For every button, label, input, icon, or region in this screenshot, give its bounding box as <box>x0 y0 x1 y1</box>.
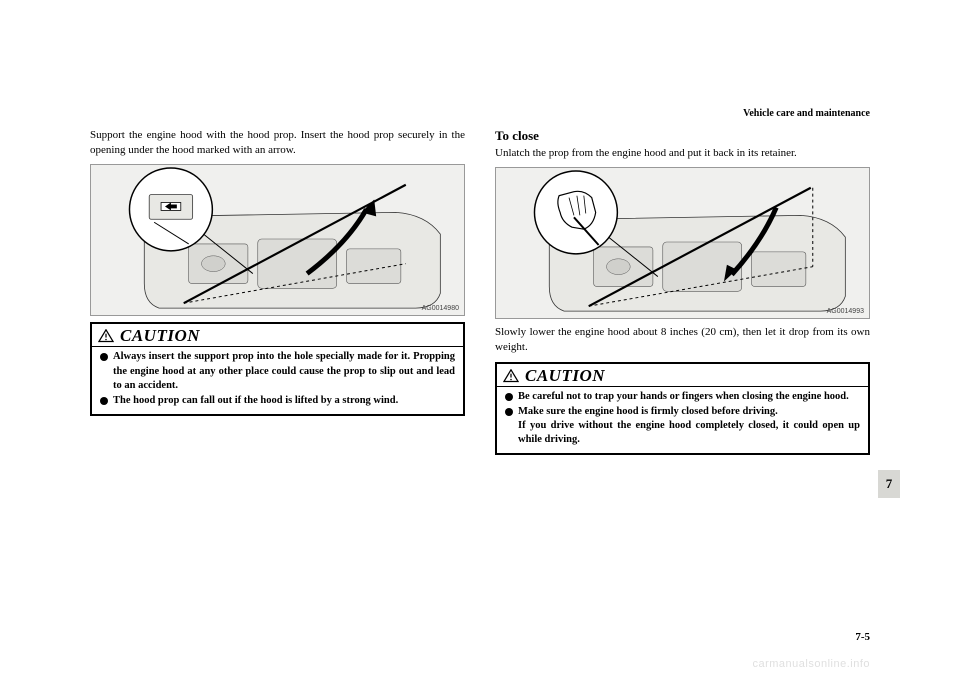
caution-text: The hood prop can fall out if the hood i… <box>113 394 398 408</box>
left-column: Support the engine hood with the hood pr… <box>90 128 465 461</box>
section-header: Vehicle care and maintenance <box>743 108 870 119</box>
caution-item: The hood prop can fall out if the hood i… <box>100 394 455 408</box>
left-intro: Support the engine hood with the hood pr… <box>90 128 465 158</box>
content-columns: Support the engine hood with the hood pr… <box>90 128 870 461</box>
caution-body-right: Be careful not to trap your hands or fin… <box>497 387 868 454</box>
caution-text: Make sure the engine hood is firmly clos… <box>518 405 860 448</box>
caution-item: Always insert the support prop into the … <box>100 350 455 393</box>
bullet-icon <box>505 408 513 416</box>
bullet-icon <box>505 393 513 401</box>
right-mid-text: Slowly lower the engine hood about 8 inc… <box>495 325 870 355</box>
caution-body-left: Always insert the support prop into the … <box>92 347 463 414</box>
hood-prop-insert-illustration <box>91 165 464 315</box>
figure-left: AG0014980 <box>90 164 465 316</box>
watermark: carmanualsonline.info <box>752 658 870 670</box>
warning-triangle-icon <box>98 329 114 343</box>
hood-prop-remove-illustration <box>496 168 869 318</box>
caution-item: Be careful not to trap your hands or fin… <box>505 390 860 404</box>
page-number: 7-5 <box>855 631 870 643</box>
right-intro: Unlatch the prop from the engine hood an… <box>495 146 870 161</box>
figure-id-left: AG0014980 <box>422 305 459 312</box>
caution-text: Be careful not to trap your hands or fin… <box>518 390 849 404</box>
caution-box-right: CAUTION Be careful not to trap your hand… <box>495 362 870 456</box>
section-tab: 7 <box>878 470 900 498</box>
bullet-icon <box>100 353 108 361</box>
caution-box-left: CAUTION Always insert the support prop i… <box>90 322 465 416</box>
caution-item: Make sure the engine hood is firmly clos… <box>505 405 860 448</box>
right-column: To close Unlatch the prop from the engin… <box>495 128 870 461</box>
figure-id-right: AG0014993 <box>827 308 864 315</box>
to-close-heading: To close <box>495 128 870 144</box>
caution-title-left: CAUTION <box>120 326 200 346</box>
caution-header-left: CAUTION <box>92 324 463 347</box>
caution-header-right: CAUTION <box>497 364 868 387</box>
bullet-icon <box>100 397 108 405</box>
caution-title-right: CAUTION <box>525 366 605 386</box>
figure-right: AG0014993 <box>495 167 870 319</box>
warning-triangle-icon <box>503 369 519 383</box>
page: Vehicle care and maintenance Support the… <box>0 0 960 678</box>
caution-text: Always insert the support prop into the … <box>113 350 455 393</box>
